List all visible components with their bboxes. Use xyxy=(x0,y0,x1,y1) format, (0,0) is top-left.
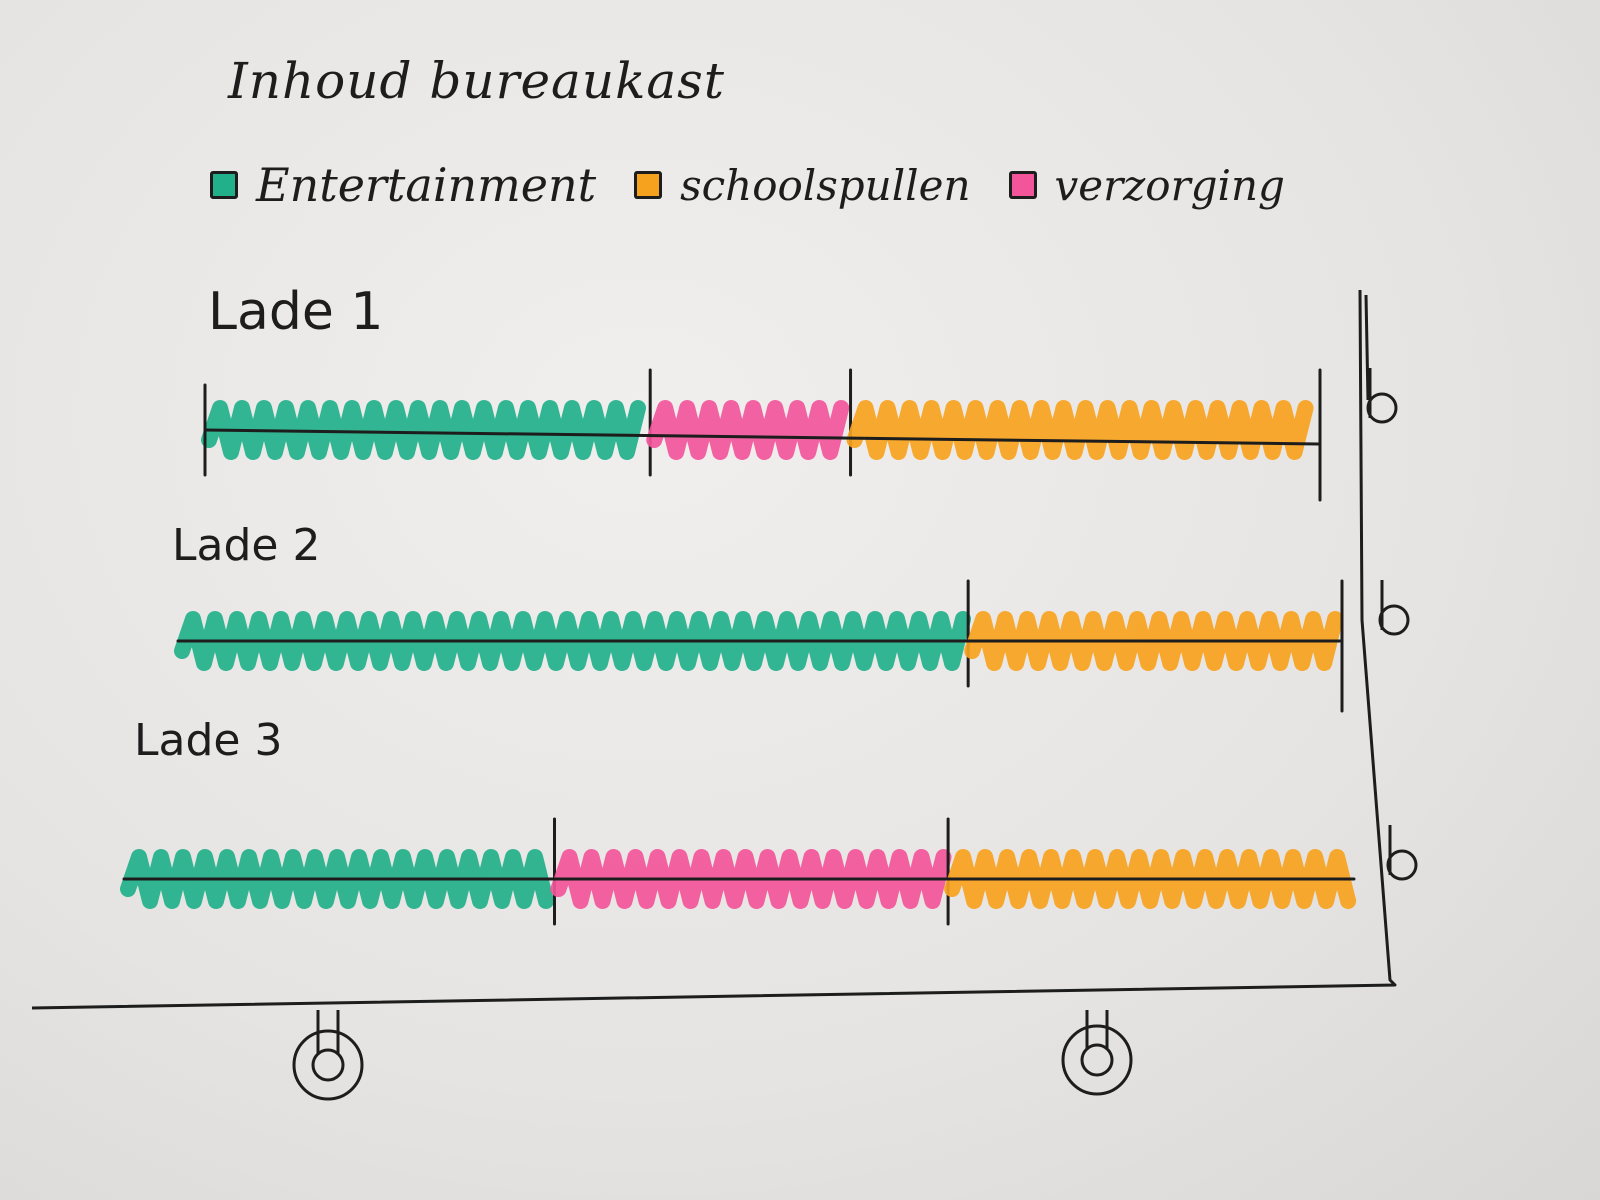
cabinet-side-double-line xyxy=(1364,294,1370,401)
legend-label-entertainment: Entertainment xyxy=(256,158,597,212)
legend-swatch-entertainment xyxy=(210,171,238,199)
legend-swatch-verzorging xyxy=(1008,171,1037,199)
legend-swatch-schoolspullen xyxy=(634,171,663,199)
drawer-baseline-1 xyxy=(203,428,1320,446)
drawer-handle-2 xyxy=(1378,604,1410,636)
drawer-handle-1 xyxy=(1366,392,1398,424)
cabinet-outline xyxy=(31,289,1397,1010)
drawer-label-1: Lade 1 xyxy=(208,282,384,342)
drawer-label-3: Lade 3 xyxy=(134,715,283,766)
wheel-outer-1 xyxy=(292,1029,364,1101)
bar-segment-drawer3-schoolspullen xyxy=(944,849,1357,909)
drawer-handle-3 xyxy=(1386,849,1418,881)
wheel-inner-2 xyxy=(1080,1043,1114,1077)
legend-item-schoolspullen: schoolspullen xyxy=(634,160,971,210)
bar-segment-drawer3-entertainment xyxy=(120,849,554,909)
legend-item-verzorging: verzorging xyxy=(1008,160,1285,210)
legend-label-verzorging: verzorging xyxy=(1054,160,1285,210)
drawer-label-2: Lade 2 xyxy=(172,520,321,571)
wheel-outer-2 xyxy=(1061,1024,1133,1096)
wheel-inner-1 xyxy=(311,1048,345,1082)
bar-segment-drawer1-verzorging xyxy=(646,400,850,460)
chart-title: Inhoud bureaukast xyxy=(228,52,725,110)
legend-item-entertainment: Entertainment xyxy=(210,158,596,212)
bar-segment-drawer1-schoolspullen xyxy=(846,400,1314,460)
legend-label-schoolspullen: schoolspullen xyxy=(680,160,971,210)
legend: Entertainment schoolspullen verzorging xyxy=(210,150,1285,220)
